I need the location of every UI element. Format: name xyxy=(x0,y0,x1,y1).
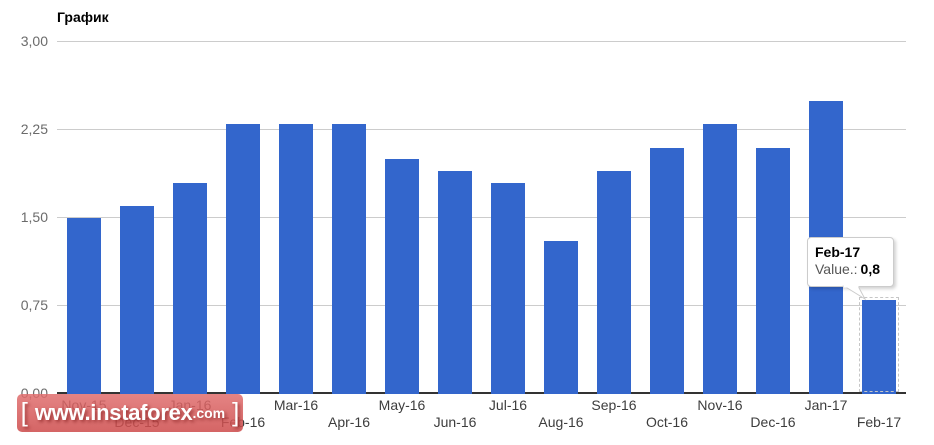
x-axis-label-mar-16: Mar-16 xyxy=(273,397,319,413)
x-axis-label-sep-16: Sep-16 xyxy=(591,397,637,413)
bar-jan-16[interactable] xyxy=(173,183,207,394)
gridline xyxy=(57,217,906,218)
x-axis-label-jul-16: Jul-16 xyxy=(488,397,528,413)
x-axis-label-feb-17: Feb-17 xyxy=(856,414,902,430)
bar-feb-17[interactable] xyxy=(862,300,896,394)
x-axis-label-dec-16: Dec-16 xyxy=(750,414,796,430)
y-axis-tick-label: 2,25 xyxy=(20,121,48,137)
bar-mar-16[interactable] xyxy=(279,124,313,394)
bar-oct-16[interactable] xyxy=(650,148,684,394)
bar-dec-15[interactable] xyxy=(120,206,154,394)
gridline xyxy=(57,305,906,306)
bar-feb-16[interactable] xyxy=(226,124,260,394)
x-axis-label-jun-16: Jun-16 xyxy=(433,414,477,430)
bar-nov-16[interactable] xyxy=(703,124,737,394)
gridline xyxy=(57,129,906,130)
watermark-tld-text: .com xyxy=(192,404,226,421)
bar-sep-16[interactable] xyxy=(597,171,631,394)
bar-jun-16[interactable] xyxy=(438,171,472,394)
bar-jul-16[interactable] xyxy=(491,183,525,394)
tooltip-value: 0,8 xyxy=(860,261,881,277)
bar-dec-16[interactable] xyxy=(756,148,790,394)
x-axis-label-oct-16: Oct-16 xyxy=(645,414,688,430)
chart-title: График xyxy=(57,9,109,25)
watermark: [ www.instaforex .com ] xyxy=(17,394,243,432)
y-axis-tick-label: 1,50 xyxy=(20,209,48,225)
x-axis-label-nov-16: Nov-16 xyxy=(697,397,743,413)
watermark-open-bracket: [ xyxy=(20,396,28,427)
tooltip-category-label: Feb-17 xyxy=(815,244,861,260)
tooltip-pointer xyxy=(842,285,867,301)
gridline xyxy=(57,41,906,42)
tooltip: Feb-17 Value.: 0,8 xyxy=(807,237,894,301)
x-axis-label-aug-16: Aug-16 xyxy=(538,414,584,430)
x-axis-line xyxy=(57,392,906,394)
bar-apr-16[interactable] xyxy=(332,124,366,394)
bar-may-16[interactable] xyxy=(385,159,419,394)
watermark-domain-text: www.instaforex xyxy=(34,400,193,425)
x-axis-label-jan-17: Jan-17 xyxy=(804,397,848,413)
bar-aug-16[interactable] xyxy=(544,241,578,394)
y-axis-tick-label: 0,75 xyxy=(20,297,48,313)
x-axis-label-apr-16: Apr-16 xyxy=(327,414,371,430)
bar-nov-15[interactable] xyxy=(67,218,101,394)
tooltip-value-row: Value.: 0,8 xyxy=(815,261,893,278)
watermark-close-bracket: ] xyxy=(232,396,240,427)
tooltip-value-label: Value.: xyxy=(815,261,858,277)
y-axis-tick-label: 3,00 xyxy=(20,33,48,49)
x-axis-label-may-16: May-16 xyxy=(378,397,426,413)
